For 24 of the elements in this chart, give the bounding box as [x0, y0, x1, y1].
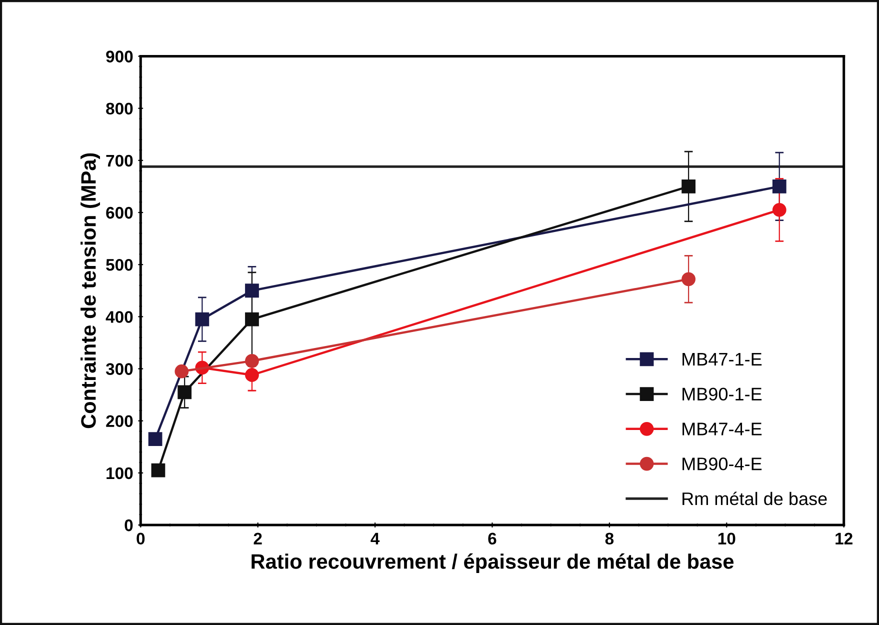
y-tick-label: 500	[106, 258, 133, 271]
y-tick-label: 900	[106, 50, 133, 62]
x-tick-label: 10	[718, 532, 736, 545]
y-tick-label: 700	[106, 154, 133, 167]
legend-label: MB47-1-E	[682, 353, 762, 366]
x-axis-title: Ratio recouvrement / épaisseur de métal de base	[252, 553, 734, 573]
legend-label: MB90-1-E	[682, 388, 762, 401]
x-tick-label: 6	[488, 532, 496, 545]
y-tick-label: 800	[106, 102, 133, 115]
x-tick-label: 4	[370, 532, 380, 544]
x-tick-label: 12	[836, 532, 852, 544]
legend-label: Rm métal de base	[682, 492, 827, 506]
x-tick-label: 0	[136, 532, 145, 545]
y-axis-title: Contrainte de tension (MPa)	[80, 153, 100, 428]
y-tick-label: 100	[106, 467, 133, 480]
legend-label: MB47-4-E	[682, 422, 762, 436]
y-tick-label: 600	[106, 206, 133, 219]
legend-label: MB90-4-E	[682, 458, 762, 470]
x-tick-label: 8	[605, 532, 614, 545]
y-tick-label: 400	[106, 311, 133, 323]
y-tick-label: 0	[124, 519, 133, 532]
y-tick-label: 200	[106, 415, 133, 428]
y-tick-label: 300	[106, 363, 133, 375]
x-tick-label: 2	[254, 532, 262, 544]
